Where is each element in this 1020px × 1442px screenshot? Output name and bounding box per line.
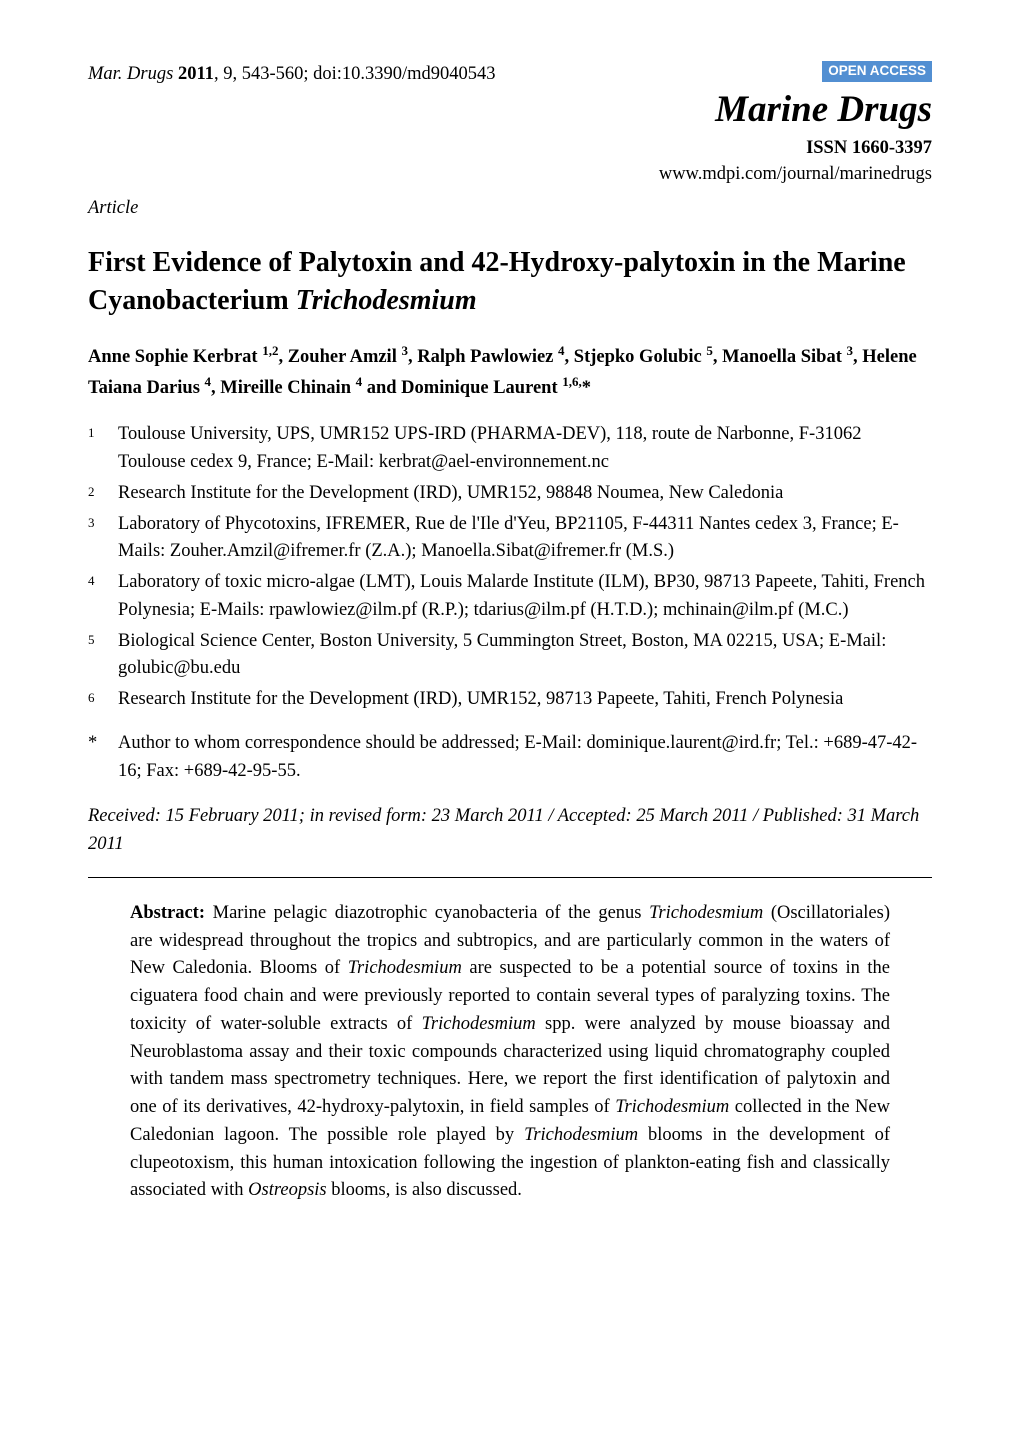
article-type-label: Article (88, 196, 932, 222)
citation-year: 2011 (178, 64, 214, 84)
affiliation-text: Laboratory of Phycotoxins, IFREMER, Rue … (118, 511, 932, 567)
citation-rest: , 9, 543-560; doi:10.3390/md9040543 (214, 64, 496, 84)
correspondence-marker: * (88, 730, 118, 786)
header-row: Mar. Drugs 2011, 9, 543-560; doi:10.3390… (88, 62, 932, 188)
affiliation-number: 5 (88, 628, 118, 684)
issn: ISSN 1660-3397 (659, 136, 932, 162)
abstract-label: Abstract: (130, 903, 205, 923)
journal-url: www.mdpi.com/journal/marinedrugs (659, 162, 932, 188)
publication-dates: Received: 15 February 2011; in revised f… (88, 803, 932, 859)
affiliation-text: Toulouse University, UPS, UMR152 UPS-IRD… (118, 421, 932, 477)
abstract: Abstract: Marine pelagic diazotrophic cy… (88, 900, 932, 1205)
title-text: First Evidence of Palytoxin and 42-Hydro… (88, 247, 906, 316)
affiliation-number: 4 (88, 569, 118, 625)
title-italic: Trichodesmium (296, 285, 477, 316)
affiliation-item: 1Toulouse University, UPS, UMR152 UPS-IR… (88, 421, 932, 477)
affiliation-number: 3 (88, 511, 118, 567)
affiliation-item: 3Laboratory of Phycotoxins, IFREMER, Rue… (88, 511, 932, 567)
affiliation-text: Laboratory of toxic micro-algae (LMT), L… (118, 569, 932, 625)
journal-name: Marine Drugs (659, 84, 932, 136)
correspondence-text: Author to whom correspondence should be … (118, 730, 932, 786)
affiliation-item: 4Laboratory of toxic micro-algae (LMT), … (88, 569, 932, 625)
open-access-badge: OPEN ACCESS (822, 61, 932, 82)
affiliation-number: 6 (88, 686, 118, 714)
section-divider (88, 877, 932, 878)
correspondence: * Author to whom correspondence should b… (88, 730, 932, 786)
affiliation-number: 2 (88, 480, 118, 508)
affiliation-text: Research Institute for the Development (… (118, 480, 932, 508)
affiliation-number: 1 (88, 421, 118, 477)
affiliation-item: 5Biological Science Center, Boston Unive… (88, 628, 932, 684)
affiliations: 1Toulouse University, UPS, UMR152 UPS-IR… (88, 421, 932, 714)
affiliation-text: Biological Science Center, Boston Univer… (118, 628, 932, 684)
citation: Mar. Drugs 2011, 9, 543-560; doi:10.3390… (88, 62, 496, 88)
affiliation-item: 6Research Institute for the Development … (88, 686, 932, 714)
citation-journal: Mar. Drugs (88, 64, 173, 84)
affiliation-text: Research Institute for the Development (… (118, 686, 932, 714)
article-title: First Evidence of Palytoxin and 42-Hydro… (88, 244, 932, 320)
abstract-body: Marine pelagic diazotrophic cyanobacteri… (130, 903, 890, 1201)
affiliation-item: 2Research Institute for the Development … (88, 480, 932, 508)
authors: Anne Sophie Kerbrat 1,2, Zouher Amzil 3,… (88, 341, 932, 403)
journal-header-box: OPEN ACCESS Marine Drugs ISSN 1660-3397 … (659, 60, 932, 188)
